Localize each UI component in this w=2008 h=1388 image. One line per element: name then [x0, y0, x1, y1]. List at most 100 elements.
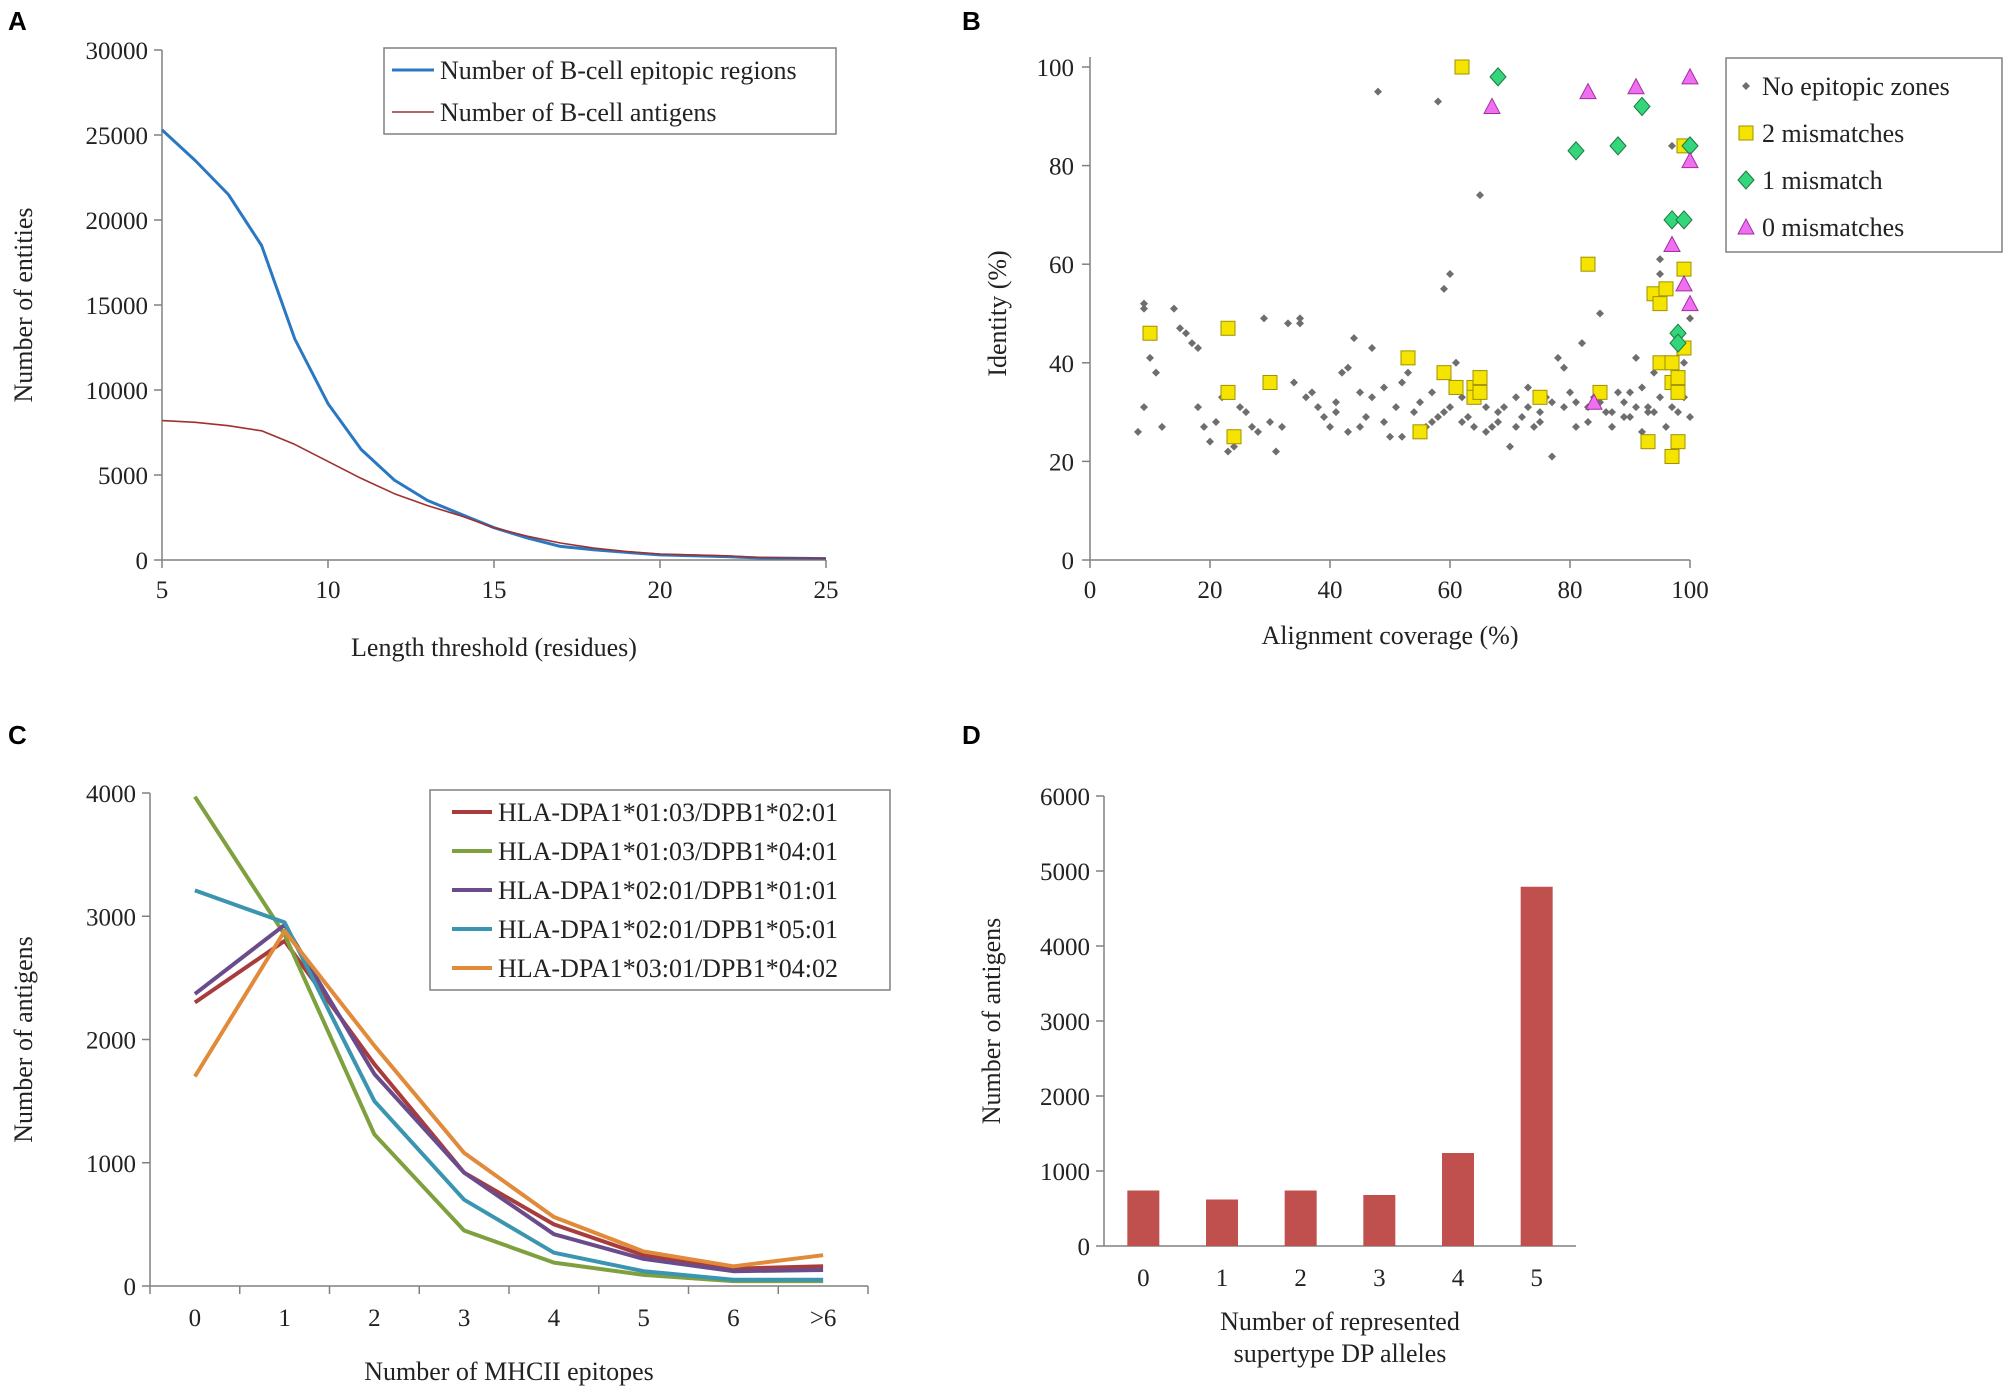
b-point-s0-30 — [1296, 314, 1304, 323]
d-y-tick-label: 4000 — [1040, 934, 1090, 961]
b-point-s2-7 — [1675, 210, 1693, 230]
b-point-s2-4 — [1663, 210, 1681, 230]
a-y-tick-label: 15000 — [86, 293, 149, 320]
b-point-s0-109 — [1494, 408, 1502, 417]
b-point-s0-57 — [1452, 358, 1460, 367]
b-point-s0-54 — [1440, 284, 1448, 293]
b-point-s0-49 — [1410, 408, 1418, 417]
b-point-s1-0 — [1142, 325, 1158, 341]
c-legend-label-3: HLA-DPA1*02:01/DPB1*05:01 — [498, 915, 838, 944]
b-y-tick-label: 100 — [1037, 55, 1075, 82]
b-legend-marker-3 — [1737, 217, 1755, 235]
b-point-s0-127 — [1686, 314, 1694, 323]
b-point-s3-6 — [1681, 67, 1699, 85]
b-point-s1-19 — [1652, 296, 1668, 312]
b-point-s0-47 — [1398, 378, 1406, 387]
b-point-s1-12 — [1472, 384, 1488, 400]
b-point-s0-53 — [1434, 413, 1442, 422]
d-bar-4 — [1442, 1153, 1474, 1246]
b-point-s3-2 — [1585, 393, 1603, 410]
b-point-s0-116 — [1584, 417, 1592, 426]
b-point-s0-77 — [1572, 398, 1580, 407]
b-point-s1-17 — [1640, 434, 1656, 450]
b-point-s0-62 — [1482, 427, 1490, 436]
b-point-s0-23 — [1260, 314, 1268, 323]
a-legend-label-0: Number of B-cell epitopic regions — [440, 56, 797, 85]
b-point-s0-12 — [1194, 403, 1202, 412]
c-x-tick-label: 5 — [637, 1305, 650, 1332]
b-point-s0-87 — [1632, 353, 1640, 362]
b-legend-marker-1 — [1738, 125, 1754, 141]
b-point-s1-26 — [1670, 370, 1686, 386]
b-point-s0-42 — [1368, 344, 1376, 353]
b-y-tick-label: 60 — [1049, 252, 1074, 279]
b-point-s0-76 — [1566, 388, 1574, 397]
b-point-s0-68 — [1518, 413, 1526, 422]
b-point-s0-84 — [1614, 388, 1622, 397]
d-x-tick-label: 0 — [1137, 1265, 1150, 1292]
b-point-s0-38 — [1344, 363, 1352, 372]
a-y-tick-label: 5000 — [98, 463, 148, 490]
a-y-tick-label: 30000 — [86, 38, 149, 65]
b-point-s0-81 — [1596, 309, 1604, 318]
c-legend-label-4: HLA-DPA1*03:01/DPB1*04:02 — [498, 954, 838, 983]
b-point-s0-55 — [1446, 270, 1454, 279]
b-point-s0-130 — [1638, 427, 1646, 436]
b-point-s0-28 — [1290, 378, 1298, 387]
b-point-s0-129 — [1650, 408, 1658, 417]
b-point-s0-89 — [1644, 403, 1652, 412]
c-legend-box — [429, 789, 891, 991]
b-point-s0-86 — [1626, 413, 1634, 422]
b-point-s0-22 — [1254, 427, 1262, 436]
b-point-s0-20 — [1242, 408, 1250, 417]
panel-label-c: C — [8, 720, 27, 750]
b-point-s0-58 — [1458, 417, 1466, 426]
c-series-line-4 — [193, 929, 824, 1269]
b-y-axis-title: Identity (%) — [983, 250, 1012, 376]
b-point-s0-52 — [1434, 97, 1442, 106]
d-bar-1 — [1206, 1199, 1238, 1246]
b-point-s0-36 — [1332, 398, 1340, 407]
b-point-s0-102 — [1398, 432, 1406, 441]
b-point-s0-69 — [1524, 383, 1532, 392]
d-y-tick-label: 3000 — [1040, 1009, 1090, 1036]
a-y-tick-label: 10000 — [86, 378, 149, 405]
d-x-tick-label: 4 — [1452, 1265, 1465, 1292]
b-point-s0-99 — [1356, 422, 1364, 431]
b-point-s2-2 — [1609, 136, 1627, 156]
b-point-s0-31 — [1302, 393, 1310, 402]
b-y-tick-label: 0 — [1062, 548, 1075, 575]
b-x-tick-label: 0 — [1084, 577, 1097, 604]
b-point-s0-0 — [1134, 427, 1142, 436]
b-point-s1-27 — [1670, 384, 1686, 400]
b-point-s0-103 — [1416, 398, 1424, 407]
a-x-tick-label: 25 — [814, 577, 839, 604]
b-point-s0-73 — [1548, 452, 1556, 461]
b-legend-label-3: 0 mismatches — [1762, 213, 1904, 242]
b-point-s0-107 — [1470, 422, 1478, 431]
b-point-s0-98 — [1344, 427, 1352, 436]
b-point-s1-2 — [1220, 384, 1236, 400]
b-x-axis-title: Alignment coverage (%) — [1261, 621, 1518, 650]
b-point-s0-48 — [1404, 368, 1412, 377]
b-point-s2-3 — [1633, 96, 1651, 117]
c-x-tick-label: >6 — [810, 1305, 837, 1332]
b-point-s0-106 — [1458, 393, 1466, 402]
b-legend-label-2: 1 mismatch — [1762, 166, 1883, 195]
b-point-s0-32 — [1308, 388, 1316, 397]
b-point-s0-35 — [1326, 422, 1334, 431]
b-point-s0-90 — [1650, 368, 1658, 377]
b-point-s3-5 — [1675, 274, 1693, 292]
b-point-s1-4 — [1262, 375, 1278, 391]
a-y-tick-label: 25000 — [86, 123, 149, 150]
b-point-s0-100 — [1368, 393, 1376, 402]
b-point-s1-8 — [1448, 379, 1464, 395]
d-bar-3 — [1363, 1195, 1396, 1246]
c-x-axis-title: Number of MHCII epitopes — [364, 1357, 654, 1386]
b-point-s0-39 — [1350, 334, 1358, 343]
b-point-s2-0 — [1489, 67, 1507, 87]
b-x-tick-label: 20 — [1198, 577, 1223, 604]
a-x-tick-label: 10 — [316, 577, 341, 604]
b-point-s0-113 — [1548, 398, 1556, 407]
b-point-s1-22 — [1664, 355, 1680, 371]
